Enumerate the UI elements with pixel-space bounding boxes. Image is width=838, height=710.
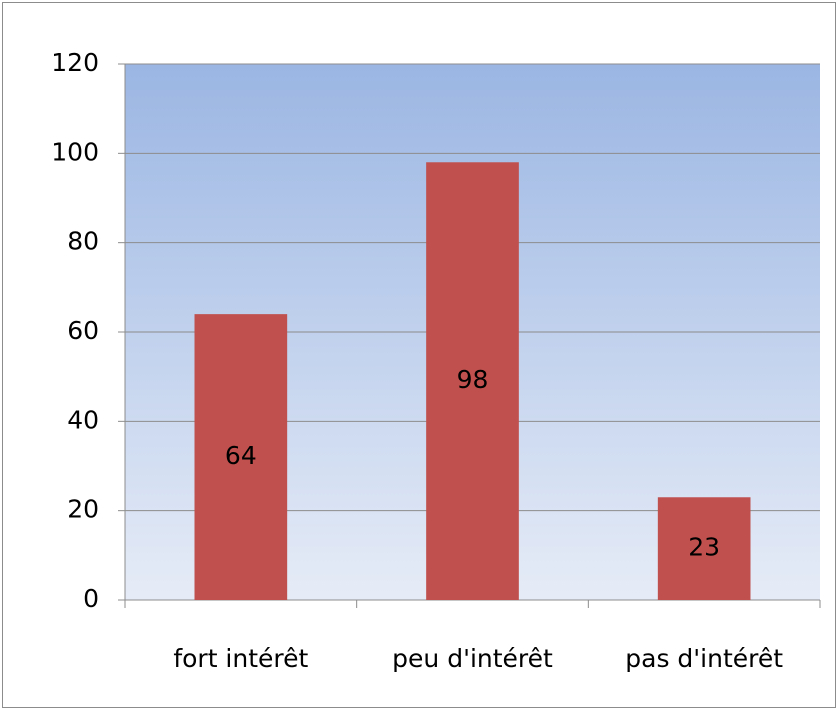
y-tick-label: 0 (83, 584, 99, 613)
y-tick-label: 120 (51, 48, 99, 77)
y-tick-label: 100 (51, 137, 99, 166)
bar (426, 162, 519, 600)
data-label: 64 (225, 441, 257, 470)
x-tick-label: peu d'intérêt (392, 644, 553, 673)
x-tick-label: fort intérêt (173, 644, 308, 673)
data-label: 23 (688, 533, 720, 562)
y-tick-label: 40 (67, 405, 99, 434)
y-tick-label: 80 (67, 227, 99, 256)
data-label: 98 (457, 365, 489, 394)
y-tick-label: 20 (67, 495, 99, 524)
x-tick-label: pas d'intérêt (625, 644, 783, 673)
y-tick-label: 60 (67, 316, 99, 345)
bar (657, 497, 751, 600)
bar (194, 314, 288, 600)
